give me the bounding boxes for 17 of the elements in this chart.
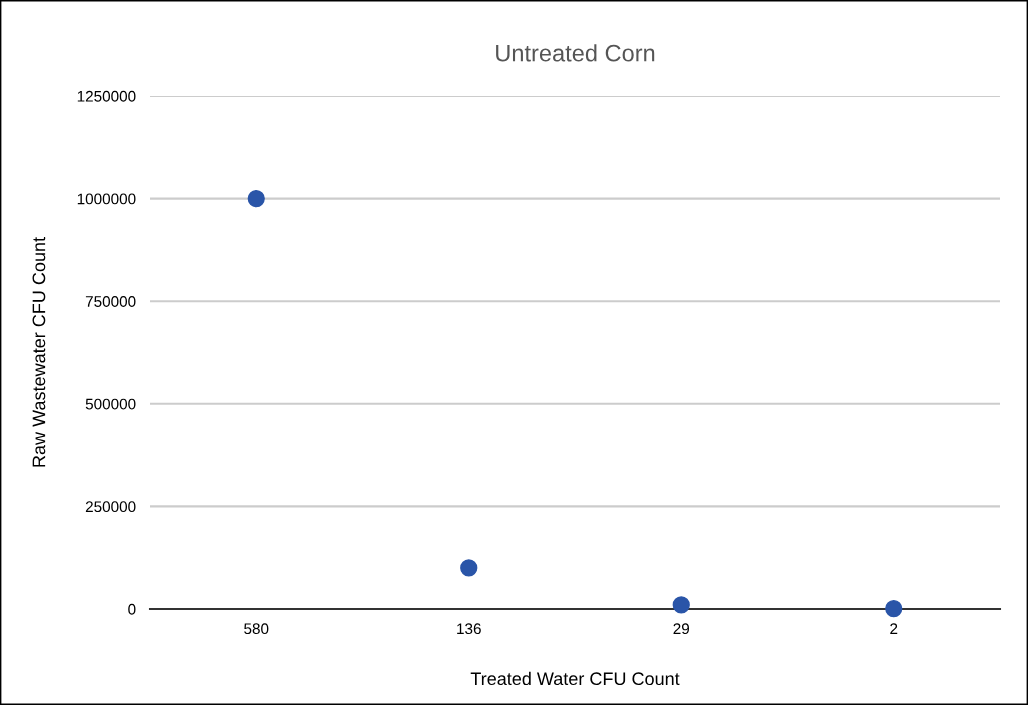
y-tick-label: 750000 <box>85 296 136 307</box>
x-tick-label: 29 <box>673 623 690 635</box>
x-tick-label: 136 <box>457 623 481 635</box>
chart-title: Untreated Corn <box>496 44 655 62</box>
y-axis-title: Raw Wastewater CFU Count <box>32 237 46 467</box>
point <box>247 189 265 208</box>
y-tick-label: 250000 <box>85 501 136 513</box>
point <box>672 596 690 614</box>
point <box>460 559 478 577</box>
y-tick-label: 500000 <box>85 398 136 410</box>
y-tick-label: 0 <box>128 603 136 615</box>
x-axis-title: Treated Water CFU Count <box>470 671 680 686</box>
point <box>885 599 903 618</box>
x-tick-label: 2 <box>890 623 898 634</box>
y-tick-label: 1000000 <box>77 193 136 205</box>
y-tick-label: 1250000 <box>77 90 136 102</box>
x-tick-label: 580 <box>244 623 269 635</box>
